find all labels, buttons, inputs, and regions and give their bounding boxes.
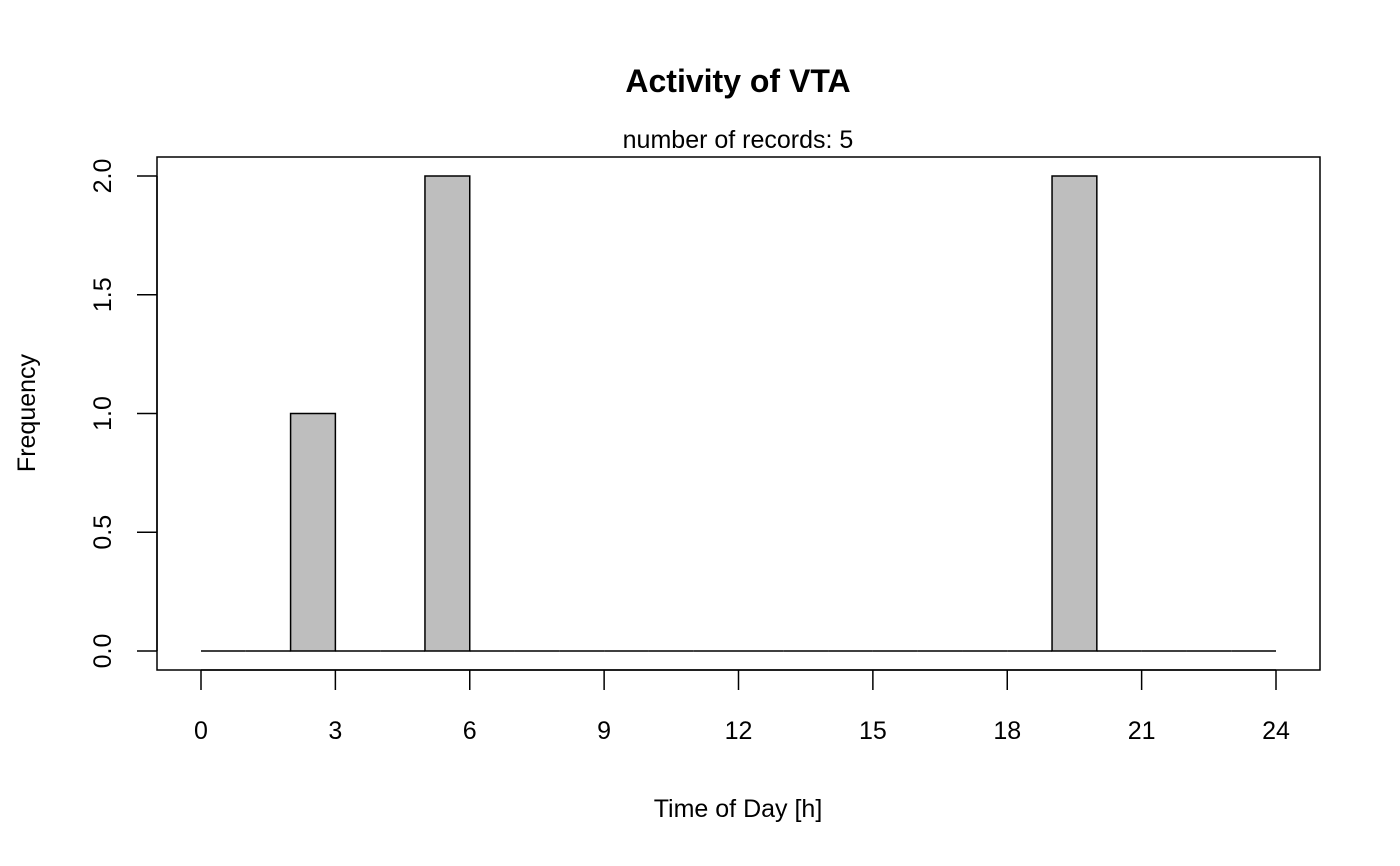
- y-axis: 0.0 0.5 1.0 1.5 2.0: [89, 159, 158, 669]
- x-tick-label: 0: [194, 717, 208, 745]
- x-tick-label: 18: [993, 717, 1021, 745]
- x-tick-label: 24: [1262, 717, 1290, 745]
- y-tick-label: 0.0: [89, 634, 117, 669]
- x-tick-label: 9: [597, 717, 611, 745]
- x-tick-label: 21: [1128, 717, 1156, 745]
- y-tick-label: 1.0: [89, 396, 117, 431]
- x-tick-label: 15: [859, 717, 887, 745]
- x-tick-label: 12: [725, 717, 753, 745]
- chart-title: Activity of VTA: [625, 63, 850, 99]
- y-tick-label: 1.5: [89, 277, 117, 312]
- bars-group: [201, 175, 1276, 652]
- bar-2: [289, 412, 337, 652]
- y-tick-label: 2.0: [89, 159, 117, 194]
- x-tick-label: 6: [463, 717, 477, 745]
- chart-subtitle: number of records: 5: [623, 126, 854, 154]
- bar-19: [1051, 175, 1098, 652]
- x-tick-label: 3: [328, 717, 342, 745]
- y-tick-label: 0.5: [89, 515, 117, 550]
- y-axis-label: Frequency: [13, 353, 41, 472]
- bar-5: [424, 175, 471, 652]
- x-axis: 0 3 6 9 12 15 18 21 24: [194, 669, 1290, 745]
- x-axis-label: Time of Day [h]: [654, 795, 823, 823]
